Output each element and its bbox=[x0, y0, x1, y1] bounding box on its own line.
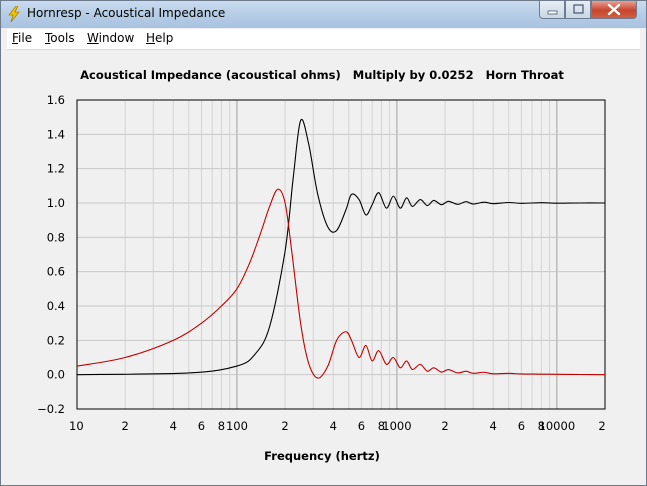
maximize-button[interactable] bbox=[565, 1, 591, 19]
window-title: Hornresp - Acoustical Impedance bbox=[27, 6, 226, 20]
x-tick-label: 8 bbox=[218, 419, 225, 433]
x-tick-label: 4 bbox=[170, 419, 177, 433]
menu-window-accel: W bbox=[87, 31, 99, 45]
y-tick-label: −0.2 bbox=[37, 402, 65, 416]
close-icon bbox=[607, 3, 621, 16]
x-tick-label: 4 bbox=[490, 419, 497, 433]
y-tick-label: 1.2 bbox=[47, 162, 65, 176]
y-tick-label: 1.0 bbox=[47, 196, 65, 210]
x-tick-label: 100 bbox=[226, 419, 248, 433]
menu-tools[interactable]: Tools bbox=[45, 31, 75, 45]
chart-title: Acoustical Impedance (acoustical ohms) M… bbox=[80, 68, 564, 82]
menu-tools-rest: ools bbox=[50, 31, 75, 45]
x-tick-label: 2 bbox=[441, 419, 448, 433]
minimize-button[interactable] bbox=[539, 1, 565, 19]
chart-grid bbox=[77, 100, 605, 409]
x-tick-label: 2 bbox=[598, 419, 605, 433]
menu-file-rest: ile bbox=[18, 31, 33, 45]
x-tick-label: 2 bbox=[121, 419, 128, 433]
chart-area: Acoustical Impedance (acoustical ohms) M… bbox=[7, 50, 640, 478]
x-axis-label: Frequency (hertz) bbox=[264, 449, 380, 463]
x-tick-label: 6 bbox=[198, 419, 205, 433]
plot-frame bbox=[76, 99, 606, 410]
menu-window[interactable]: Window bbox=[87, 31, 134, 45]
maximize-icon bbox=[573, 4, 584, 14]
menu-file[interactable]: File bbox=[12, 31, 32, 45]
x-tick-label: 1000 bbox=[382, 419, 411, 433]
series-line-red bbox=[76, 188, 606, 379]
y-tick-label: 1.6 bbox=[47, 93, 65, 107]
series-line-black bbox=[76, 118, 606, 376]
menu-tools-accel: T bbox=[45, 31, 51, 45]
impedance-chart: Acoustical Impedance (acoustical ohms) M… bbox=[37, 68, 606, 463]
menu-help-accel: H bbox=[146, 31, 156, 45]
y-tick-label: 0.8 bbox=[47, 230, 65, 244]
y-tick-label: 0.4 bbox=[47, 299, 65, 313]
minimize-icon bbox=[547, 10, 558, 15]
title-bar[interactable]: Hornresp - Acoustical Impedance bbox=[1, 1, 646, 28]
y-tick-label: 1.4 bbox=[47, 127, 65, 141]
x-tick-label: 2 bbox=[281, 419, 288, 433]
x-tick-label: 6 bbox=[518, 419, 525, 433]
x-tick-label: 10 bbox=[69, 419, 84, 433]
y-tick-label: 0.2 bbox=[47, 333, 65, 347]
x-tick-label: 8 bbox=[538, 419, 545, 433]
menu-bar: File Tools Window Help bbox=[7, 29, 640, 50]
close-button[interactable] bbox=[591, 1, 637, 19]
x-tick-label: 8 bbox=[378, 419, 385, 433]
x-tick-label: 6 bbox=[358, 419, 365, 433]
menu-help[interactable]: Help bbox=[146, 31, 173, 45]
menu-window-rest: indow bbox=[98, 31, 135, 45]
menu-file-accel: F bbox=[12, 31, 19, 45]
x-tick-label: 4 bbox=[330, 419, 337, 433]
x-tick-label: 10000 bbox=[539, 419, 576, 433]
y-tick-label: 0.0 bbox=[47, 368, 65, 382]
hornresp-app-icon bbox=[8, 6, 20, 22]
y-tick-label: 0.6 bbox=[47, 265, 65, 279]
chart-series bbox=[76, 118, 606, 379]
menu-help-rest: elp bbox=[155, 31, 174, 45]
y-axis-ticks: 1.6 1.4 1.2 1.0 0.8 0.6 0.4 0.2 0.0 −0.2 bbox=[37, 93, 65, 416]
